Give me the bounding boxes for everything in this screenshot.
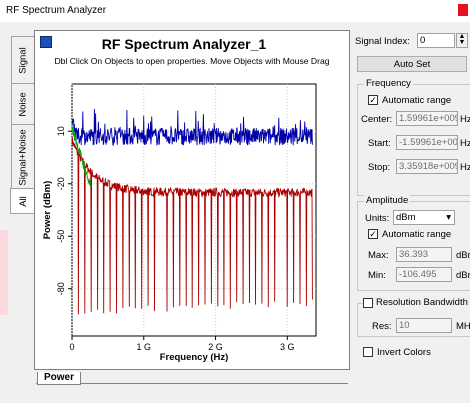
center-field[interactable]: 1.59961e+009 — [396, 111, 458, 126]
frequency-group — [357, 84, 470, 196]
stop-field[interactable]: 3.35918e+009 — [396, 159, 458, 174]
invert-colors-checkbox[interactable] — [363, 347, 373, 357]
min-field[interactable]: -106.495 — [396, 267, 452, 282]
tab-signal-label: Signal — [17, 46, 29, 74]
y-tick-label: 10 — [56, 126, 66, 136]
tab-signal[interactable]: Signal — [11, 36, 34, 84]
signal-index-spinner[interactable]: ▲ ▼ — [456, 33, 468, 48]
amplitude-auto-label: Automatic range — [382, 229, 452, 240]
signal-index-input[interactable]: 0 — [417, 33, 455, 48]
bottom-tab-divider — [36, 383, 348, 384]
center-label: Center: — [361, 114, 393, 125]
y-tick-label: -80 — [56, 282, 66, 295]
tab-all-label: All — [17, 195, 29, 207]
resolution-checkbox[interactable] — [363, 298, 373, 308]
window-title: RF Spectrum Analyzer — [6, 5, 107, 16]
plot-area — [71, 83, 317, 337]
analyzer-icon — [40, 36, 52, 48]
close-button[interactable] — [458, 4, 468, 16]
center-unit: Hz — [460, 114, 470, 125]
x-tick-label: 3 G — [280, 342, 295, 352]
start-label: Start: — [368, 138, 391, 149]
units-label: Units: — [365, 213, 390, 224]
res-field[interactable]: 10 — [396, 318, 452, 333]
chart-title: RF Spectrum Analyzer_1 — [101, 36, 267, 52]
x-tick-label: 2 G — [208, 342, 223, 352]
units-select[interactable]: dBm ▾ — [393, 210, 455, 225]
signal-index-label: Signal Index: — [355, 36, 410, 47]
res-label: Res: — [372, 321, 392, 332]
tab-all[interactable]: All — [10, 188, 35, 214]
spectrum-plot[interactable]: 0 1 G 2 G 3 G 10 -20 -50 -80 Frequency (Hz) Power… — [40, 78, 324, 374]
stop-unit: Hz — [460, 162, 470, 173]
y-axis-label: Power (dBm) — [42, 181, 53, 240]
res-unit: MH — [456, 321, 470, 332]
amplitude-group-title: Amplitude — [364, 195, 411, 206]
tab-signal-noise[interactable]: Signal+Noise — [11, 124, 34, 190]
title-bar — [0, 0, 470, 22]
resolution-group-title: Resolution Bandwidth — [374, 297, 470, 308]
spectrum-trace — [71, 137, 313, 315]
y-tick-label: -50 — [56, 230, 66, 243]
tab-signal-noise-label: Signal+Noise — [17, 128, 29, 186]
tab-noise-label: Noise — [17, 91, 29, 117]
x-tick-label: 0 — [69, 342, 74, 352]
auto-set-button[interactable]: Auto Set — [357, 56, 467, 72]
stop-label: Stop: — [368, 162, 391, 173]
tab-noise[interactable]: Noise — [11, 83, 34, 125]
start-field[interactable]: -1.59961e+00& — [396, 135, 458, 150]
y-tick-label: -20 — [56, 177, 66, 190]
amplitude-group — [357, 201, 470, 291]
frequency-group-title: Frequency — [364, 78, 413, 89]
tab-power[interactable]: Power — [37, 372, 81, 385]
spectrum-trace — [71, 123, 92, 187]
min-label: Min: — [368, 270, 386, 281]
max-label: Max: — [368, 250, 389, 261]
spectrum-trace — [71, 108, 313, 146]
frequency-auto-label: Automatic range — [382, 95, 452, 106]
x-axis-label: Frequency (Hz) — [160, 352, 229, 363]
chart-subtitle: Dbl Click On Objects to open properties.… — [54, 56, 330, 66]
min-unit: dBr — [456, 270, 470, 281]
max-unit: dBr — [456, 250, 470, 261]
amplitude-auto-checkbox[interactable]: ✓ — [368, 229, 378, 239]
frequency-auto-checkbox[interactable]: ✓ — [368, 95, 378, 105]
x-tick-label: 1 G — [137, 342, 152, 352]
units-value: dBm — [396, 212, 416, 223]
edge-decoration — [0, 230, 8, 315]
max-field[interactable]: 36.393 — [396, 247, 452, 262]
invert-colors-label: Invert Colors — [377, 347, 431, 358]
chevron-down-icon: ▾ — [446, 212, 451, 223]
start-unit: Hz — [460, 138, 470, 149]
